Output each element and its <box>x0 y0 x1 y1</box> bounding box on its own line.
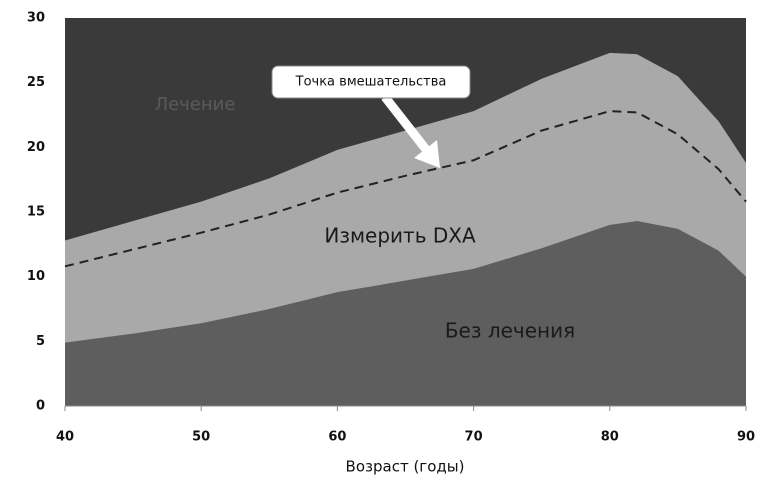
threshold-line <box>64 110 747 268</box>
x-tick-label: 90 <box>737 430 755 445</box>
region-label: Лечение <box>155 94 236 115</box>
y-tick-label: 20 <box>27 140 45 155</box>
annotation: Точка вмешательства <box>295 75 447 90</box>
y-tick-label: 30 <box>27 11 45 26</box>
callout-box <box>271 65 471 99</box>
x-tick-label: 70 <box>465 430 483 445</box>
callout-arrow <box>381 94 432 155</box>
y-tick-label: 25 <box>27 75 45 90</box>
x-tick-label: 40 <box>56 430 74 445</box>
region-label: Измерить DXA <box>324 224 476 248</box>
x-axis-title: Возраст (годы) <box>346 458 465 476</box>
y-tick-label: 15 <box>27 205 45 220</box>
region-label: Без лечения <box>445 319 575 343</box>
y-tick-label: 0 <box>36 399 45 414</box>
callout-arrowhead <box>414 140 440 168</box>
x-tick-label: 50 <box>192 430 210 445</box>
y-tick-label: 10 <box>27 269 45 284</box>
x-tick-label: 80 <box>601 430 619 445</box>
y-tick-label: 5 <box>36 334 45 349</box>
area <box>65 221 746 406</box>
x-tick-label: 60 <box>328 430 346 445</box>
